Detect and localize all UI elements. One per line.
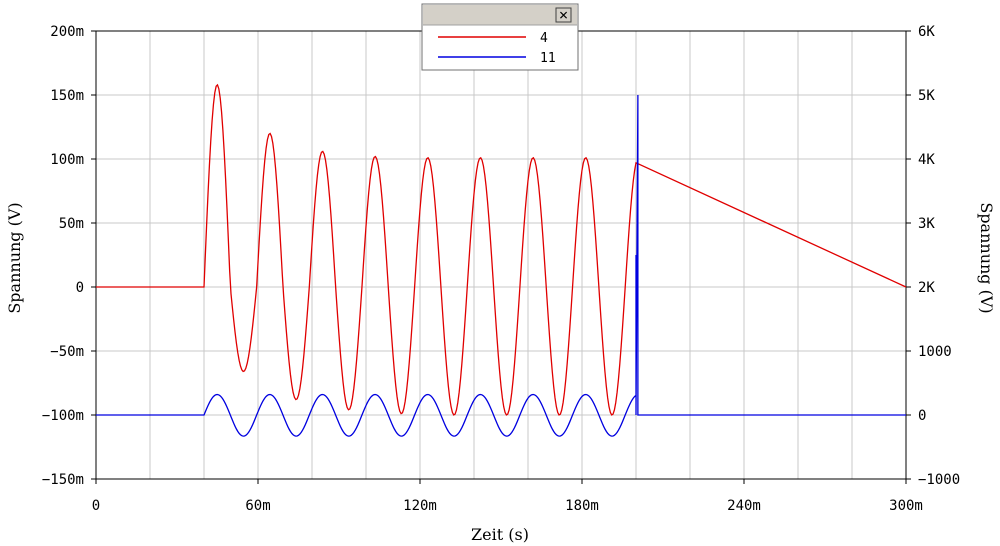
y-axis-title-right: Spannung (V) bbox=[977, 202, 996, 313]
y-right-tick-label: 1000 bbox=[918, 344, 952, 360]
y-left-tick-label: 0 bbox=[76, 280, 84, 296]
x-tick-label: 180m bbox=[565, 498, 599, 514]
series-layer bbox=[96, 83, 907, 437]
x-tick-label: 0 bbox=[92, 498, 100, 514]
legend-close-button[interactable]: ✕ bbox=[555, 7, 572, 23]
series-line-4 bbox=[96, 83, 907, 416]
y-left-tick-label: 150m bbox=[50, 88, 84, 104]
y-right-tick-label: 2K bbox=[918, 280, 935, 296]
x-axis-title: Zeit (s) bbox=[471, 525, 529, 544]
grid bbox=[96, 30, 906, 480]
x-tick-label: 60m bbox=[245, 498, 270, 514]
y-left-tick-label: −100m bbox=[42, 408, 84, 424]
y-right-tick-label: −1000 bbox=[918, 472, 960, 488]
y-right-tick-label: 4K bbox=[918, 152, 935, 168]
y-axis-title-left: Spannung (V) bbox=[5, 202, 24, 313]
y-right-tick-label: 5K bbox=[918, 88, 935, 104]
y-right-tick-label: 3K bbox=[918, 216, 935, 232]
y-left-tick-label: −50m bbox=[50, 344, 84, 360]
legend-label-11: 11 bbox=[540, 51, 556, 66]
close-icon: ✕ bbox=[558, 9, 568, 23]
x-tick-label: 120m bbox=[403, 498, 437, 514]
y-left-tick-label: −150m bbox=[42, 472, 84, 488]
tick-labels: 200m 6K 150m 5K 100m 4K 50m 3K 0 2K −50m 1000 −100m 0… bbox=[42, 24, 960, 514]
y-right-tick-label: 6K bbox=[918, 24, 935, 40]
y-left-tick-label: 200m bbox=[50, 24, 84, 40]
legend-box[interactable]: ✕ 4 11 bbox=[421, 3, 579, 71]
series-line-11 bbox=[96, 94, 906, 437]
x-tick-label: 240m bbox=[727, 498, 761, 514]
y-left-tick-label: 50m bbox=[59, 216, 84, 232]
y-right-tick-label: 0 bbox=[918, 408, 926, 424]
legend-label-4: 4 bbox=[540, 31, 548, 46]
y-left-tick-label: 100m bbox=[50, 152, 84, 168]
x-tick-label: 300m bbox=[889, 498, 923, 514]
plot-frame bbox=[95, 30, 907, 480]
